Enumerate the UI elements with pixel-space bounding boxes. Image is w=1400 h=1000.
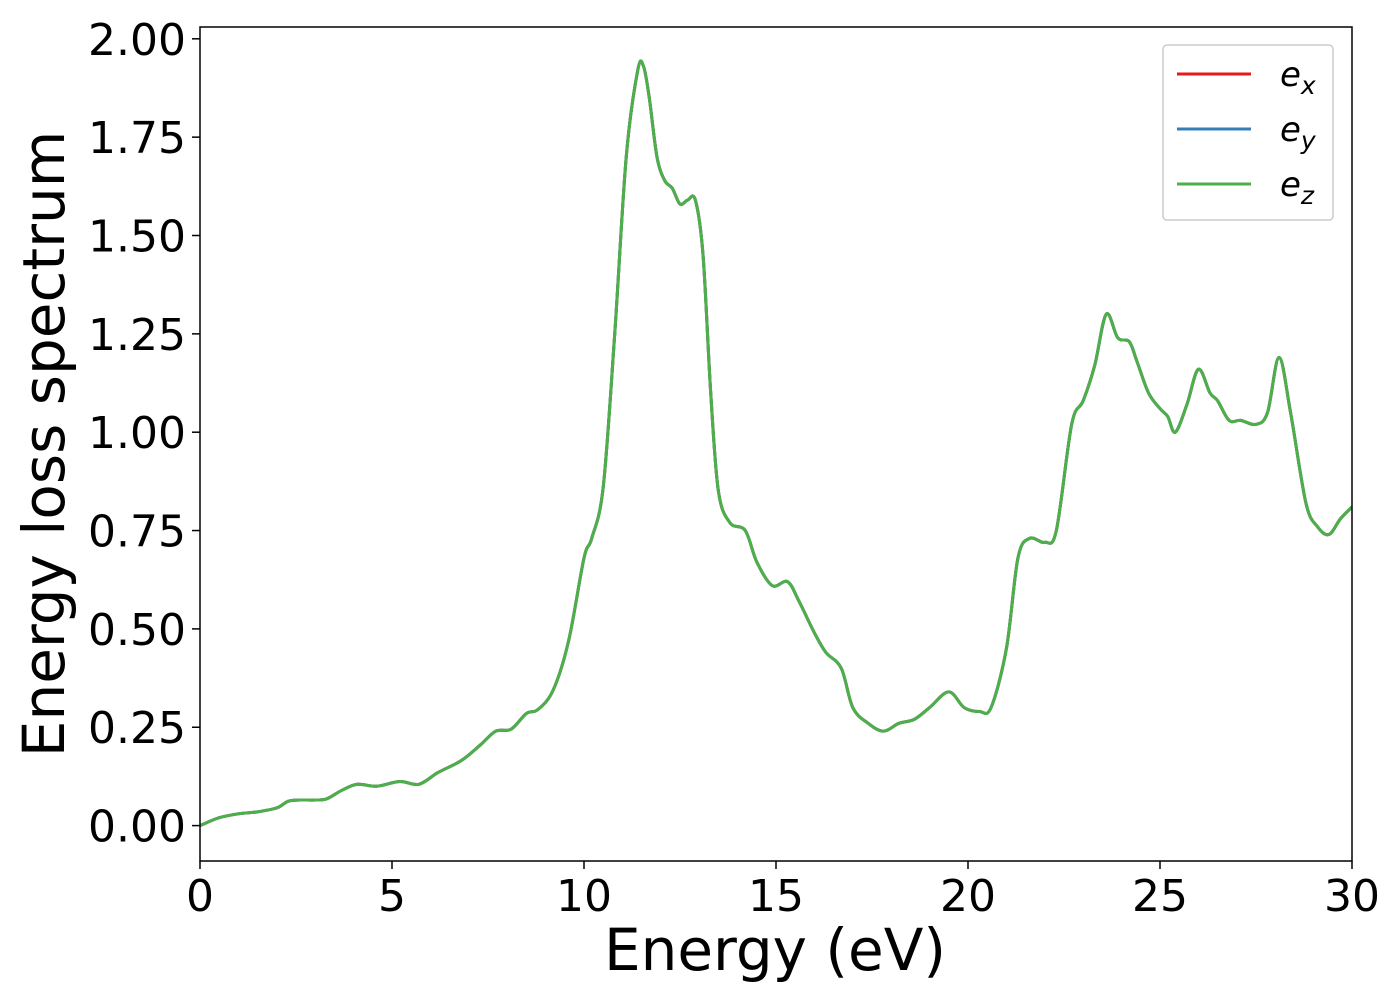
- x-tick-label: 5: [378, 871, 406, 922]
- y-tick-label: 0.25: [88, 703, 186, 754]
- y-tick-label: 1.50: [88, 212, 186, 263]
- y-tick-label: 0.75: [88, 507, 186, 558]
- series-line-ez: [200, 59, 1352, 827]
- y-tick-label: 0.00: [88, 802, 186, 853]
- plot-area: [200, 59, 1352, 827]
- legend: ex ey ez: [1162, 44, 1334, 221]
- legend-label-ez: ez: [1280, 165, 1315, 210]
- legend-box: [1162, 44, 1334, 221]
- y-tick-label: 1.00: [88, 408, 186, 459]
- y-axis-ticks: 0.00 0.25 0.50 0.75 1.00 1.25 1.50 1.75 2.00: [88, 15, 200, 853]
- y-tick-label: 2.00: [88, 15, 186, 66]
- x-tick-label: 10: [556, 871, 612, 922]
- x-tick-label: 20: [940, 871, 996, 922]
- y-tick-label: 0.50: [88, 605, 186, 656]
- x-tick-label: 30: [1324, 871, 1380, 922]
- y-axis-title: Energy loss spectrum: [10, 131, 78, 757]
- y-tick-label: 1.25: [88, 310, 186, 361]
- x-tick-label: 15: [748, 871, 804, 922]
- x-tick-label: 25: [1132, 871, 1188, 922]
- y-tick-label: 1.75: [88, 113, 186, 164]
- legend-label-ey: ey: [1280, 110, 1317, 155]
- x-axis-ticks: 0 5 10 15 20 25 30: [186, 861, 1380, 922]
- x-axis-title: Energy (eV): [604, 916, 946, 984]
- legend-label-ex: ex: [1280, 55, 1316, 100]
- x-tick-label: 0: [186, 871, 214, 922]
